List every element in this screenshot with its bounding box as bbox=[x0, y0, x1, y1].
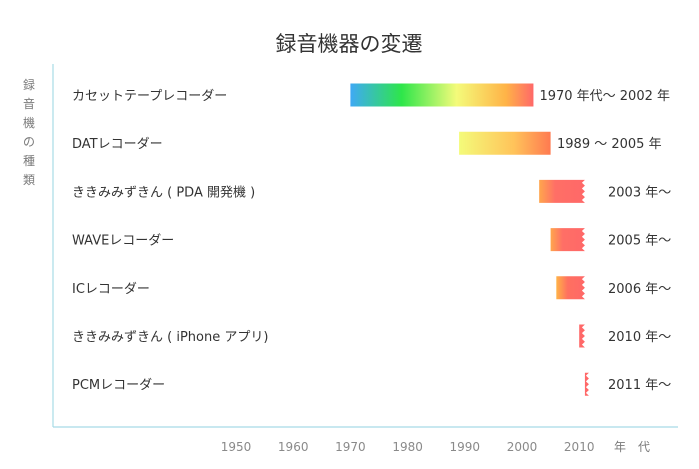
period-bar bbox=[584, 372, 589, 396]
period-label: 2003 年〜 bbox=[608, 185, 671, 200]
x-tick-label: 1970 bbox=[335, 440, 366, 454]
period-bar bbox=[539, 179, 585, 203]
y-axis-label-char: 録 bbox=[22, 78, 35, 92]
y-axis-label-char: 類 bbox=[22, 173, 35, 187]
x-tick-label: 2010 bbox=[564, 440, 595, 454]
y-axis-label: 録音機の種類 bbox=[19, 76, 39, 190]
x-tick-label: 2000 bbox=[507, 440, 538, 454]
row-label: ICレコーダー bbox=[72, 282, 150, 297]
period-label: 2006 年〜 bbox=[608, 282, 671, 297]
period-bar bbox=[350, 83, 534, 107]
period-bar bbox=[556, 276, 585, 300]
period-bar bbox=[550, 228, 585, 252]
row-label: ききみみずきん ( iPhone アプリ) bbox=[72, 330, 268, 345]
chart-title: 録音機器の変遷 bbox=[276, 32, 423, 56]
rows-layer: カセットテープレコーダー 1970 年代〜 2002 年 DATレコーダー 1989 … bbox=[72, 83, 671, 396]
y-axis-label-char: 機 bbox=[22, 116, 35, 130]
x-ticks-layer: 1950 1960 1970 1980 1990 2000 2010 bbox=[221, 440, 595, 454]
row-label: DATレコーダー bbox=[72, 137, 163, 152]
row-label: ききみみずきん ( PDA 開発機 ) bbox=[72, 185, 255, 200]
x-tick-label: 1990 bbox=[450, 440, 481, 454]
row-label: カセットテープレコーダー bbox=[72, 89, 227, 104]
period-label: 2011 年〜 bbox=[608, 378, 671, 393]
y-axis-label-char: 音 bbox=[22, 97, 35, 111]
x-tick-label: 1960 bbox=[278, 440, 309, 454]
period-label: 1989 〜 2005 年 bbox=[557, 137, 662, 152]
x-axis-label: 年 代 bbox=[614, 440, 650, 454]
y-axis-label-char: の bbox=[22, 135, 35, 149]
y-axis-label-char: 種 bbox=[22, 154, 35, 168]
period-label: 1970 年代〜 2002 年 bbox=[539, 89, 670, 104]
x-tick-label: 1980 bbox=[392, 440, 423, 454]
period-bar bbox=[459, 131, 551, 155]
period-bar bbox=[579, 324, 585, 348]
x-tick-label: 1950 bbox=[221, 440, 252, 454]
period-label: 2005 年〜 bbox=[608, 234, 671, 249]
row-label: PCMレコーダー bbox=[72, 378, 165, 393]
row-label: WAVEレコーダー bbox=[72, 234, 174, 249]
period-label: 2010 年〜 bbox=[608, 330, 671, 345]
